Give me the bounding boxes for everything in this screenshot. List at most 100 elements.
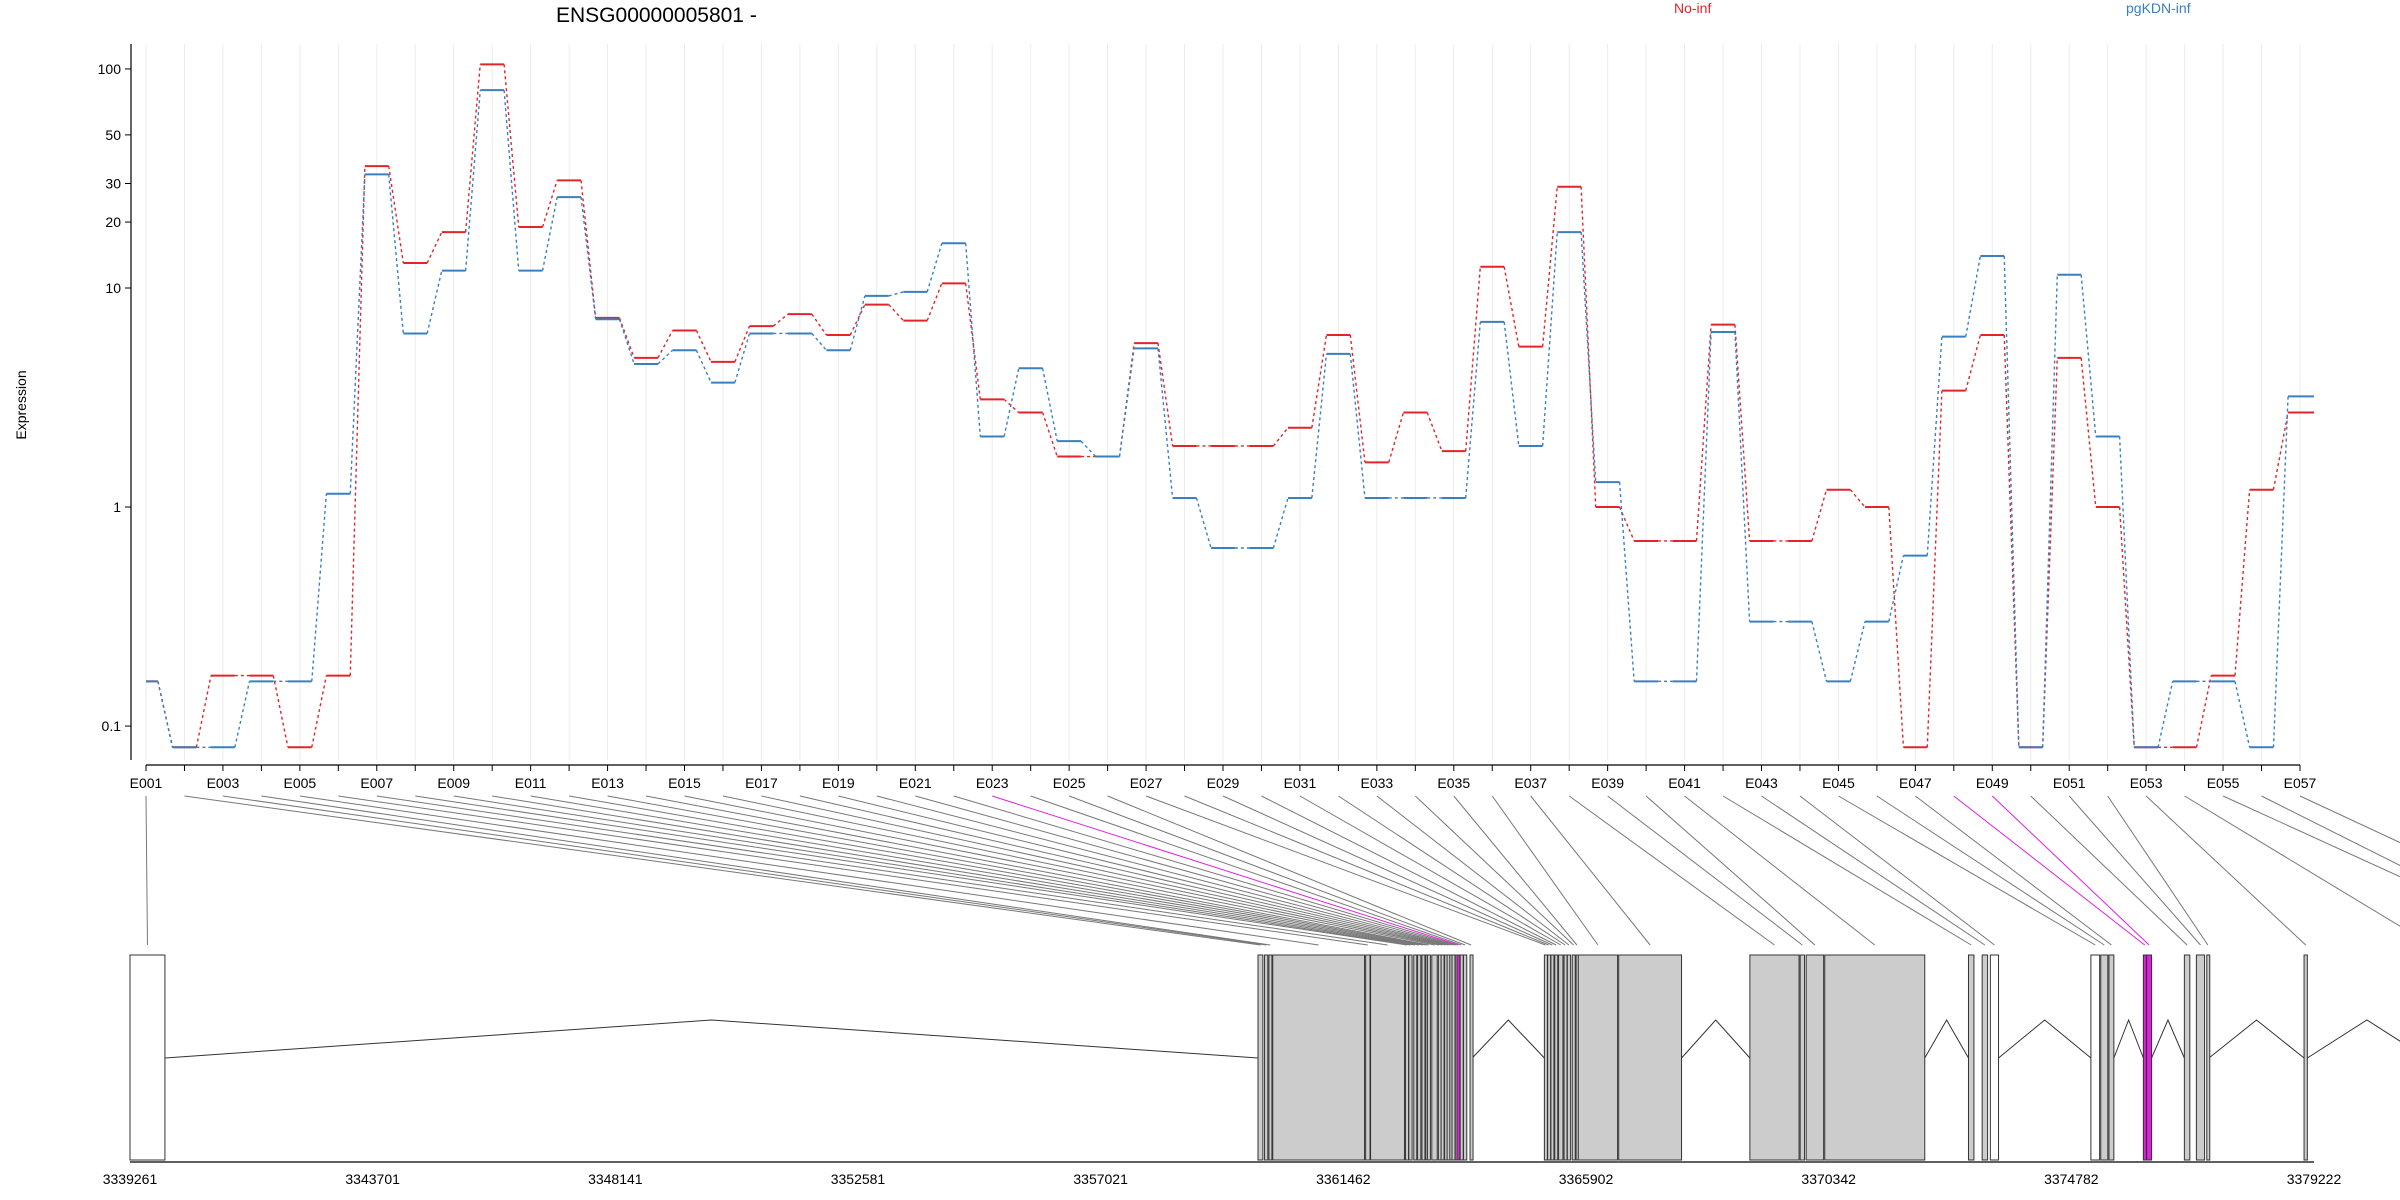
exon-box <box>1749 954 1800 1161</box>
series-pgkdn-inf <box>146 89 2314 749</box>
exon-connector <box>1184 795 1549 946</box>
exon-connector <box>1530 795 1651 946</box>
series-transition <box>1003 398 1020 414</box>
exon-box <box>1272 954 1366 1161</box>
exon-connector <box>684 795 1435 946</box>
exon-connector <box>492 795 1416 946</box>
exon-box <box>1408 954 1413 1161</box>
intron <box>2307 1019 2400 1059</box>
exon-box <box>1431 954 1438 1161</box>
series-transition <box>1811 489 1828 542</box>
x-tick-label: E047 <box>1899 775 1932 791</box>
series-transition <box>311 675 328 748</box>
exon-connector <box>799 795 1446 946</box>
exon-box <box>1799 954 1806 1161</box>
exon-connector <box>1338 795 1566 946</box>
exon-connector <box>1453 795 1578 946</box>
series-transition <box>1734 324 1751 542</box>
gene-axis-tick-label: 3357021 <box>1073 1171 1128 1187</box>
exon-box <box>1426 954 1431 1161</box>
x-tick-label: E023 <box>976 775 1009 791</box>
exon-box <box>1405 954 1410 1161</box>
series-no-inf <box>146 63 2314 749</box>
exon-connector <box>1915 795 2112 946</box>
series-transition <box>464 64 481 233</box>
series-transition <box>157 681 174 748</box>
series-transition <box>503 64 520 228</box>
x-tick-label: E033 <box>1361 775 1394 791</box>
series-transition <box>1849 621 1866 682</box>
x-tick-label: E007 <box>360 775 393 791</box>
exon-box <box>1462 954 1468 1161</box>
exon-connector <box>1414 795 1574 946</box>
series-transition <box>2003 334 2020 748</box>
series-transition <box>388 166 405 264</box>
series-transition <box>157 681 174 748</box>
exon-box <box>1257 954 1264 1161</box>
exon-box <box>1543 954 1548 1161</box>
series-transition <box>1926 336 1943 556</box>
series-transition <box>695 349 712 383</box>
series-transition <box>580 180 597 319</box>
legend-entry-no-inf: No-inf <box>1674 0 1711 16</box>
exon-box <box>1264 954 1269 1161</box>
series-transition <box>426 231 443 264</box>
exon-connector <box>1838 795 2096 946</box>
exon-connector <box>761 795 1443 946</box>
series-transition <box>1503 321 1520 447</box>
exon-connector <box>915 795 1454 946</box>
x-tick-label: E035 <box>1437 775 1470 791</box>
exon-connector <box>2299 795 2400 844</box>
exon-connector <box>2261 795 2400 867</box>
exon-connector <box>338 795 1368 946</box>
exon-box <box>2108 954 2115 1161</box>
series-transition <box>1965 334 1982 391</box>
exon-box <box>1577 954 1619 1161</box>
exon-box <box>1417 954 1422 1161</box>
exon-connector <box>530 795 1420 946</box>
series-transition <box>618 319 635 365</box>
x-tick-label: E013 <box>591 775 624 791</box>
exon-connector <box>992 795 1459 946</box>
exon-connector <box>1491 795 1599 946</box>
series-transition <box>1465 266 1482 452</box>
x-tick-label: E053 <box>2130 775 2163 791</box>
series-transition <box>2272 396 2289 748</box>
series-transition <box>2118 506 2135 748</box>
series-transition <box>195 675 212 748</box>
x-tick-label: E005 <box>284 775 317 791</box>
series-transition <box>1849 489 1866 508</box>
series-transition <box>1888 506 1905 748</box>
intron <box>2113 1018 2144 1059</box>
exon-connector <box>1568 795 1775 946</box>
series-transition <box>1695 324 1712 542</box>
exon-connector <box>1645 795 1816 946</box>
exon-box <box>1365 954 1371 1161</box>
exon-connector <box>1299 795 1562 946</box>
series-layer <box>146 63 2314 749</box>
series-transition <box>2157 681 2174 748</box>
exon-connector <box>2184 795 2400 927</box>
series-transition <box>849 295 866 351</box>
gene-axis-tick-label: 3365902 <box>1559 1171 1614 1187</box>
series-transition <box>657 349 674 365</box>
series-transition <box>1311 334 1328 428</box>
series-transition <box>2234 489 2251 676</box>
series-transition <box>2080 274 2097 437</box>
exon-connector <box>1261 795 1557 946</box>
exon-connector <box>1953 795 2146 946</box>
series-transition <box>2003 255 2020 748</box>
series-transition <box>1465 321 1482 499</box>
exon-connector <box>299 795 1319 946</box>
exon-connector <box>1607 795 1803 946</box>
x-tick-label: E051 <box>2053 775 2086 791</box>
series-transition <box>1811 621 1828 682</box>
series-transition <box>349 166 366 676</box>
series-transition <box>541 180 558 228</box>
exon-connector <box>953 795 1456 946</box>
legend-entry-pgkdn-inf: pgKDN-inf <box>2126 0 2191 16</box>
x-tick-label: E055 <box>2207 775 2240 791</box>
exon-connector <box>1684 795 1876 946</box>
exon-box <box>1440 954 1445 1161</box>
